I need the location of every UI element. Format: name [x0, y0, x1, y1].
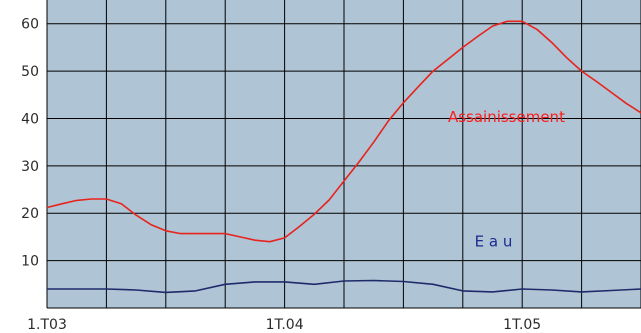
x-tick-label: 1T.04: [266, 317, 304, 333]
y-tick-label: 50: [21, 64, 39, 80]
series-label-assainissement: Assainissement: [448, 108, 565, 126]
series-label-eau: E a u: [475, 232, 513, 250]
series-line-eau: [47, 279, 641, 294]
y-tick-label: 30: [21, 159, 39, 175]
x-tick-label: 1T.05: [503, 317, 541, 333]
x-tick-label: 1.T03: [27, 317, 67, 333]
y-tick-label: 60: [21, 17, 39, 33]
series-lines: [46, 20, 641, 294]
y-tick-label: 10: [21, 254, 39, 270]
series-line-assainissement: [46, 20, 641, 243]
y-tick-label: 40: [21, 111, 39, 127]
grid: [46, 0, 641, 309]
y-axis: 10 20 30 40 50 60: [21, 17, 39, 270]
x-axis: 1.T03 1T.04 1T.05: [27, 317, 541, 333]
y-tick-label: 20: [21, 206, 39, 222]
